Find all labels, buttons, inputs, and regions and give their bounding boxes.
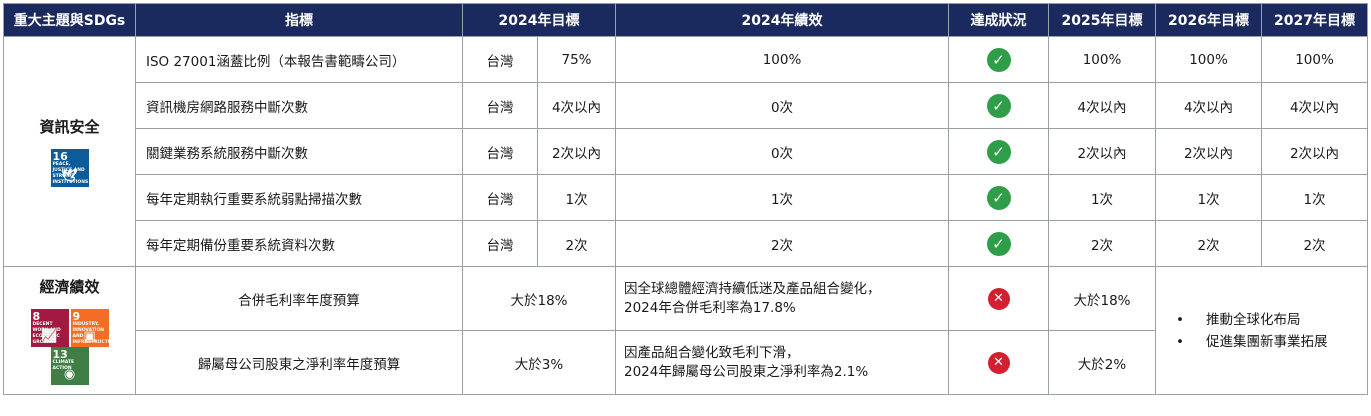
list-item: • 促進集團新事業拓展 xyxy=(1176,333,1328,350)
target-2027-cell: 2次以內 xyxy=(1261,128,1368,175)
topic-label: 經濟績效 xyxy=(39,278,100,296)
target-2024-cell: 2次 xyxy=(537,220,616,267)
header-indicator: 指標 xyxy=(135,3,463,37)
header-row: 重大主題與SDGs 指標 2024年目標 2024年績效 達成狀況 2025年目… xyxy=(3,3,1368,37)
topic-info-security: 資訊安全 16 PEACE, JUSTICE AND STRONG INSTIT… xyxy=(3,36,136,267)
target-2026-cell: 2次以內 xyxy=(1155,128,1262,175)
target-2026-cell: 100% xyxy=(1155,36,1262,83)
targets-table: 重大主題與SDGs 指標 2024年目標 2024年績效 達成狀況 2025年目… xyxy=(3,3,1368,395)
target-2025-cell: 大於18% xyxy=(1048,266,1156,331)
performance-cell: 0次 xyxy=(615,82,949,129)
indicator-cell: 關鍵業務系統服務中斷次數 xyxy=(135,128,463,175)
status-cell: ✕ xyxy=(948,330,1049,395)
target-2027-cell: 2次 xyxy=(1261,220,1368,267)
header-status: 達成狀況 xyxy=(948,3,1049,37)
table-row: 每年定期備份重要系統資料次數 台灣 2次 2次 ✓ 2次 2次 2次 xyxy=(4,220,1368,267)
status-cell: ✓ xyxy=(948,128,1049,175)
check-circle-icon: ✓ xyxy=(986,231,1011,256)
target-2024-cell: 2次以內 xyxy=(537,128,616,175)
status-cell: ✓ xyxy=(948,82,1049,129)
performance-cell: 1次 xyxy=(615,174,949,221)
target-2025-cell: 100% xyxy=(1048,36,1156,83)
sdg13-icon: 13 CLIMATE ACTION ◉ xyxy=(50,347,89,385)
header-target-2025: 2025年目標 xyxy=(1048,3,1156,37)
sdg16-icon: 16 PEACE, JUSTICE AND STRONG INSTITUTION… xyxy=(50,149,89,187)
target-2026-cell: 4次以內 xyxy=(1155,82,1262,129)
target-2024-cell: 大於18% xyxy=(462,266,616,331)
header-topic: 重大主題與SDGs xyxy=(3,3,136,37)
performance-cell: 因產品組合變化致毛利下滑， 2024年歸屬母公司股東之淨利率為2.1% xyxy=(615,330,949,395)
indicator-cell: 每年定期備份重要系統資料次數 xyxy=(135,220,463,267)
status-cell: ✕ xyxy=(948,266,1049,331)
target-2025-cell: 2次以內 xyxy=(1048,128,1156,175)
performance-cell: 2次 xyxy=(615,220,949,267)
region-cell: 台灣 xyxy=(462,82,538,129)
indicator-cell: 每年定期執行重要系統弱點掃描次數 xyxy=(135,174,463,221)
topic-label: 資訊安全 xyxy=(39,118,100,136)
target-2027-cell: 4次以內 xyxy=(1261,82,1368,129)
target-2026-cell: 2次 xyxy=(1155,220,1262,267)
target-2024-cell: 75% xyxy=(537,36,616,83)
indicator-cell: 資訊機房網路服務中斷次數 xyxy=(135,82,463,129)
header-target-2024: 2024年目標 xyxy=(462,3,616,37)
region-cell: 台灣 xyxy=(462,174,538,221)
header-target-2027: 2027年目標 xyxy=(1261,3,1368,37)
target-2025-cell: 大於2% xyxy=(1048,330,1156,395)
table-row: 每年定期執行重要系統弱點掃描次數 台灣 1次 1次 ✓ 1次 1次 1次 xyxy=(4,174,1368,221)
status-cell: ✓ xyxy=(948,174,1049,221)
header-target-2026: 2026年目標 xyxy=(1155,3,1262,37)
target-2024-cell: 1次 xyxy=(537,174,616,221)
region-cell: 台灣 xyxy=(462,128,538,175)
check-circle-icon: ✓ xyxy=(986,185,1011,210)
performance-line: 2024年合併毛利率為17.8% xyxy=(624,299,796,316)
target-2026-cell: 1次 xyxy=(1155,174,1262,221)
header-performance-2024: 2024年績效 xyxy=(615,3,949,37)
sdg8-icon: 8 DECENT WORK AND ECONOMIC GROWTH 📈 xyxy=(30,309,69,347)
strategy-cell: • 推動全球化布局 • 促進集團新事業拓展 xyxy=(1155,266,1368,395)
table-row: 歸屬母公司股東之淨利率年度預算 大於3% 因產品組合變化致毛利下滑， 2024年… xyxy=(4,330,1368,395)
x-circle-icon: ✕ xyxy=(987,351,1010,374)
status-cell: ✓ xyxy=(948,36,1049,83)
performance-line: 因產品組合變化致毛利下滑， xyxy=(624,344,800,361)
target-2027-cell: 1次 xyxy=(1261,174,1368,221)
status-cell: ✓ xyxy=(948,220,1049,267)
indicator-cell: 歸屬母公司股東之淨利率年度預算 xyxy=(135,330,463,395)
performance-cell: 100% xyxy=(615,36,949,83)
target-2025-cell: 2次 xyxy=(1048,220,1156,267)
target-2025-cell: 4次以內 xyxy=(1048,82,1156,129)
x-circle-icon: ✕ xyxy=(987,287,1010,310)
target-2027-cell: 100% xyxy=(1261,36,1368,83)
target-2024-cell: 4次以內 xyxy=(537,82,616,129)
performance-cell: 0次 xyxy=(615,128,949,175)
target-2025-cell: 1次 xyxy=(1048,174,1156,221)
table-row: 資訊機房網路服務中斷次數 台灣 4次以內 0次 ✓ 4次以內 4次以內 4次以內 xyxy=(4,82,1368,129)
check-circle-icon: ✓ xyxy=(986,93,1011,118)
table-row: 資訊安全 16 PEACE, JUSTICE AND STRONG INSTIT… xyxy=(3,36,1368,267)
sdg9-icon: 9 INDUSTRY, INNOVATION AND INFRASTRUCTUR… xyxy=(70,309,118,347)
table-row: 關鍵業務系統服務中斷次數 台灣 2次以內 0次 ✓ 2次以內 2次以內 2次以內 xyxy=(4,128,1368,175)
topic-economic-performance: 經濟績效 8 DECENT WORK AND ECONOMIC GROWTH 📈… xyxy=(3,266,136,395)
list-item: • 推動全球化布局 xyxy=(1176,311,1301,328)
performance-line: 因全球總體經濟持續低迷及產品組合變化， xyxy=(624,280,881,297)
indicator-cell: 合併毛利率年度預算 xyxy=(135,266,463,331)
performance-line: 2024年歸屬母公司股東之淨利率為2.1% xyxy=(624,363,869,380)
table-row: 經濟績效 8 DECENT WORK AND ECONOMIC GROWTH 📈… xyxy=(3,266,1368,395)
region-cell: 台灣 xyxy=(462,36,538,83)
performance-cell: 因全球總體經濟持續低迷及產品組合變化， 2024年合併毛利率為17.8% xyxy=(615,266,949,331)
region-cell: 台灣 xyxy=(462,220,538,267)
check-circle-icon: ✓ xyxy=(986,139,1011,164)
check-circle-icon: ✓ xyxy=(986,47,1011,72)
target-2024-cell: 大於3% xyxy=(462,330,616,395)
indicator-cell: ISO 27001涵蓋比例（本報告書範疇公司） xyxy=(135,36,463,83)
strategy-list: • 推動全球化布局 • 促進集團新事業拓展 xyxy=(1162,309,1361,353)
